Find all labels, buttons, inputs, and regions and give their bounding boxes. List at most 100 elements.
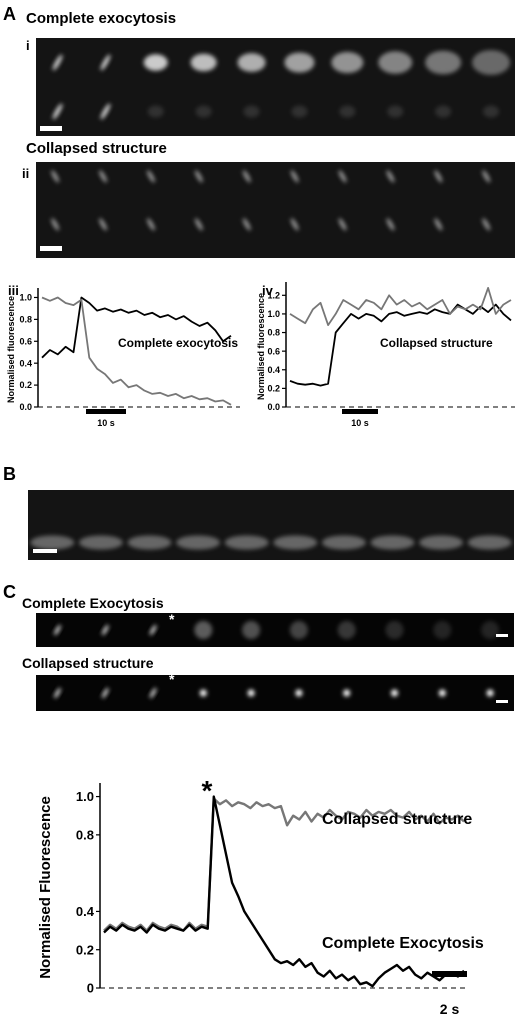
strip-bg [36, 162, 515, 258]
y-tick-label: 0.0 [19, 402, 32, 412]
scale-bar-label: 10 s [97, 418, 115, 428]
vesicle [242, 170, 251, 183]
scale-bar [40, 246, 62, 251]
vesicle [486, 689, 494, 697]
vesicle [339, 105, 356, 118]
y-tick-label: 0.2 [19, 380, 32, 390]
panel-label: A [3, 4, 16, 24]
annotation: Complete Exocytosis [322, 935, 484, 952]
y-tick-label: 0.8 [267, 328, 280, 338]
vesicle [472, 50, 511, 75]
vesicle [54, 687, 61, 699]
panel-title: Complete Exocytosis [22, 595, 164, 611]
vesicle [482, 218, 491, 231]
vesicle [482, 170, 491, 183]
vesicle [51, 218, 60, 231]
vesicle [242, 621, 261, 639]
vesicle [370, 535, 415, 550]
vesicle [391, 689, 398, 697]
vesicle [290, 218, 299, 231]
scale-bar [432, 971, 467, 977]
annotation: Collapsed structure [322, 811, 472, 828]
vesicle [434, 170, 443, 183]
vesicle [338, 170, 347, 183]
scale-bar [33, 549, 57, 553]
strip-bg [36, 675, 514, 711]
vesicle [289, 621, 308, 639]
vesicle [284, 52, 315, 73]
scale-bar [496, 700, 508, 703]
y-tick-label: 1.0 [19, 293, 32, 303]
annotation: * [202, 775, 213, 806]
sub-label: i [26, 38, 30, 53]
y-tick-label: 0.8 [19, 315, 32, 325]
panel-title: Collapsed structure [26, 140, 167, 157]
vesicle [273, 535, 318, 550]
y-tick-label: 0.2 [76, 942, 94, 957]
y-tick-label: 0.2 [267, 384, 280, 394]
scale-bar [342, 409, 378, 414]
y-tick-label: 0.4 [267, 365, 280, 375]
vesicle [100, 103, 111, 120]
vesicle [237, 53, 266, 72]
vesicle [147, 170, 155, 183]
vesicle [295, 689, 303, 697]
panel-title: Collapsed structure [22, 655, 154, 671]
vesicle [483, 105, 500, 118]
scale-bar [40, 126, 62, 131]
vesicle [386, 170, 395, 183]
annotation: Collapsed structure [380, 336, 493, 350]
vesicle [385, 621, 404, 639]
vesicle [190, 53, 217, 72]
vesicle [143, 54, 168, 71]
vesicle [338, 218, 347, 231]
vesicle [127, 535, 172, 550]
scale-bar [496, 634, 508, 637]
vesicle [419, 535, 464, 550]
y-axis-title: Normalised fluorescence [6, 296, 16, 403]
panel-label: C [3, 582, 16, 602]
y-axis-title: Normalised Fluorescence [37, 796, 54, 979]
vesicle [290, 170, 299, 183]
series-line [289, 303, 512, 387]
series-line [103, 797, 465, 932]
vesicle [52, 103, 63, 120]
asterisk: * [169, 671, 175, 687]
vesicle [149, 687, 157, 699]
vesicle [51, 170, 60, 183]
micrographs [28, 38, 515, 711]
scale-bar-label: 2 s [440, 1001, 460, 1017]
vesicle [147, 105, 164, 118]
vesicle [434, 218, 443, 231]
vesicle [194, 621, 213, 639]
vesicle [433, 621, 452, 639]
scale-bar [86, 409, 126, 414]
y-tick-label: 0.6 [19, 336, 32, 346]
vesicle [337, 621, 356, 639]
y-tick-label: 0.8 [76, 827, 94, 842]
panel-label: B [3, 464, 16, 484]
scale-bar-label: 10 s [351, 418, 369, 428]
vesicle [52, 54, 63, 71]
vesicle [199, 689, 207, 697]
vesicle [331, 51, 364, 74]
vesicle [78, 535, 123, 550]
sub-label: ii [22, 166, 29, 181]
vesicle [30, 535, 75, 550]
vesicle [481, 621, 500, 639]
y-tick-label: 0 [87, 981, 94, 996]
asterisk: * [169, 611, 175, 627]
vesicle [387, 105, 404, 118]
vesicle [176, 535, 221, 550]
annotation: Complete exocytosis [118, 336, 238, 350]
vesicle [247, 689, 255, 697]
y-tick-label: 1.0 [267, 309, 280, 319]
panel-title: Complete exocytosis [26, 10, 176, 27]
vesicle [242, 218, 251, 231]
vesicle [378, 51, 413, 74]
y-tick-label: 1.2 [267, 290, 280, 300]
sub-label: iii [8, 283, 19, 298]
vesicle [435, 105, 452, 118]
vesicle [100, 54, 111, 71]
vesicle [243, 105, 260, 118]
